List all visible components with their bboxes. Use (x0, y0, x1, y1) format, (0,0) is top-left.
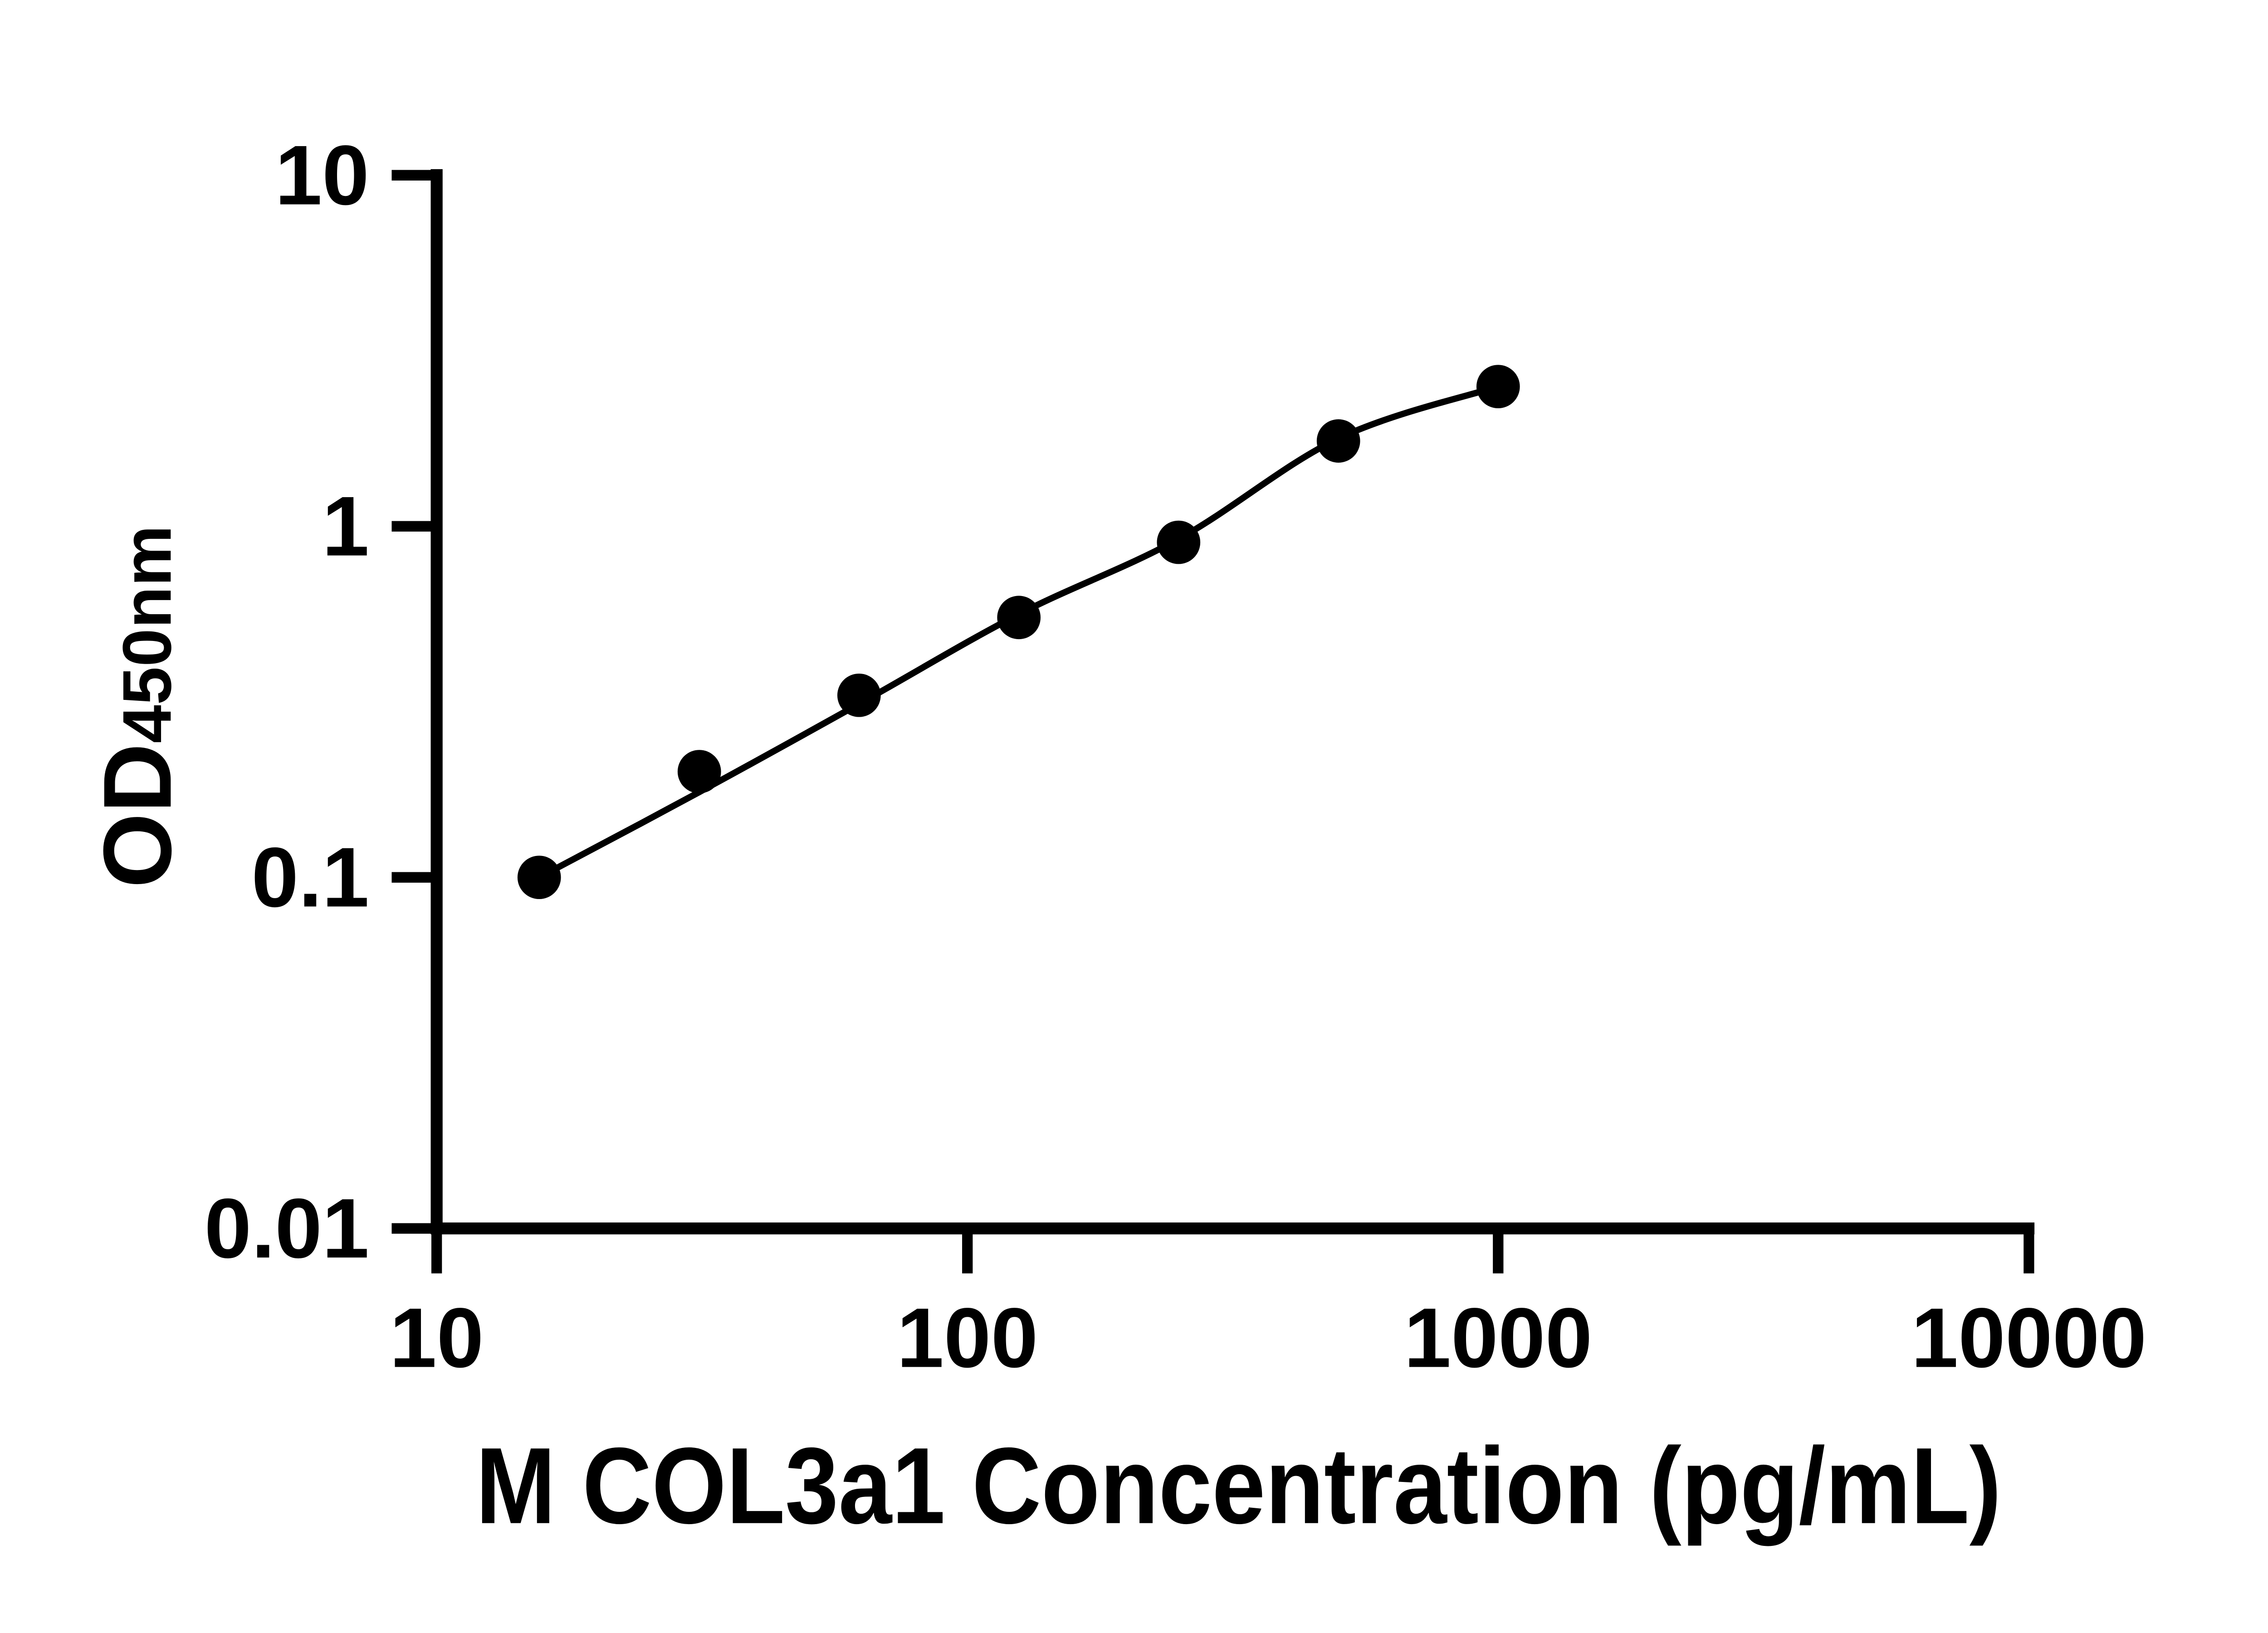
y-tick-label-0.01: 0.01 (205, 1181, 369, 1276)
y-axis-title-subscript: 450nm (109, 525, 186, 743)
data-point-250pgml (1157, 520, 1201, 564)
data-point-1000pgml (1476, 365, 1520, 409)
data-point-500pgml (1316, 419, 1360, 463)
x-tick-label-1000: 1000 (1404, 1291, 1592, 1385)
data-point-62.5pgml (837, 673, 881, 717)
y-axis-ticks: 10 1 0.1 0.01 (205, 128, 437, 1276)
data-point-15.6pgml (517, 856, 561, 900)
x-axis-ticks: 10 100 1000 10000 (390, 1228, 2146, 1385)
data-point-125pgml (997, 596, 1041, 640)
x-tick-label-100: 100 (897, 1291, 1038, 1385)
y-tick-label-10: 10 (275, 128, 369, 223)
y-axis-title: OD450nm (83, 525, 191, 888)
x-tick-label-10: 10 (390, 1291, 484, 1385)
y-tick-label-1: 1 (322, 479, 369, 573)
axes-spine (430, 169, 2035, 1235)
x-tick-label-10000: 10000 (1911, 1291, 2146, 1385)
y-tick-label-0.1: 0.1 (251, 830, 369, 924)
y-axis-title-main: OD (83, 743, 191, 888)
data-point-31.25pgml (677, 750, 721, 793)
data-points (517, 365, 1520, 900)
x-axis-title: M COL3a1 Concentration (pg/mL) (476, 1425, 2001, 1546)
